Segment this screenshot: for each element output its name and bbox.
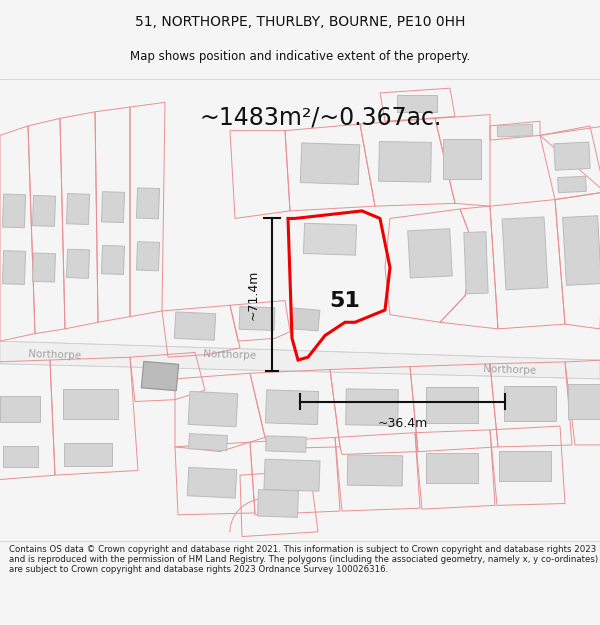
Polygon shape [257, 489, 298, 518]
Polygon shape [563, 216, 600, 286]
Text: Northorpe: Northorpe [484, 364, 536, 376]
Polygon shape [300, 143, 360, 184]
Polygon shape [101, 246, 125, 274]
Text: Northorpe: Northorpe [28, 349, 82, 361]
Polygon shape [64, 443, 112, 466]
Polygon shape [67, 249, 89, 278]
Polygon shape [554, 142, 590, 170]
Polygon shape [557, 176, 586, 192]
Polygon shape [426, 452, 478, 482]
Polygon shape [62, 389, 118, 419]
Polygon shape [266, 436, 306, 452]
Polygon shape [397, 95, 437, 112]
Polygon shape [32, 196, 56, 226]
Polygon shape [290, 308, 320, 331]
Polygon shape [504, 386, 556, 421]
Polygon shape [67, 194, 89, 224]
Polygon shape [265, 390, 319, 424]
Text: 51, NORTHORPE, THURLBY, BOURNE, PE10 0HH: 51, NORTHORPE, THURLBY, BOURNE, PE10 0HH [135, 15, 465, 29]
Polygon shape [136, 188, 160, 219]
Polygon shape [136, 242, 160, 271]
Polygon shape [174, 312, 216, 340]
Polygon shape [346, 389, 398, 426]
Polygon shape [2, 446, 37, 467]
Polygon shape [32, 253, 56, 282]
Polygon shape [497, 124, 533, 137]
Text: Contains OS data © Crown copyright and database right 2021. This information is : Contains OS data © Crown copyright and d… [9, 544, 598, 574]
Text: ~36.4m: ~36.4m [377, 417, 428, 429]
Polygon shape [426, 388, 478, 423]
Text: Map shows position and indicative extent of the property.: Map shows position and indicative extent… [130, 50, 470, 63]
Polygon shape [0, 341, 600, 379]
Text: Northorpe: Northorpe [203, 349, 257, 361]
Polygon shape [264, 459, 320, 491]
Text: ~71.4m: ~71.4m [247, 270, 260, 320]
Polygon shape [188, 434, 227, 451]
Polygon shape [443, 139, 481, 179]
Polygon shape [379, 142, 431, 182]
Polygon shape [304, 223, 356, 255]
Polygon shape [2, 194, 26, 228]
Polygon shape [568, 384, 600, 419]
Polygon shape [408, 229, 452, 278]
Polygon shape [464, 232, 488, 294]
Polygon shape [239, 307, 275, 331]
Polygon shape [0, 396, 40, 422]
Polygon shape [188, 391, 238, 427]
Polygon shape [502, 217, 548, 290]
Polygon shape [2, 251, 26, 284]
Polygon shape [187, 468, 237, 498]
Polygon shape [499, 451, 551, 481]
Text: ~1483m²/~0.367ac.: ~1483m²/~0.367ac. [200, 105, 442, 129]
Polygon shape [101, 192, 125, 222]
Polygon shape [347, 455, 403, 486]
Text: 51: 51 [329, 291, 361, 311]
Polygon shape [142, 361, 179, 391]
